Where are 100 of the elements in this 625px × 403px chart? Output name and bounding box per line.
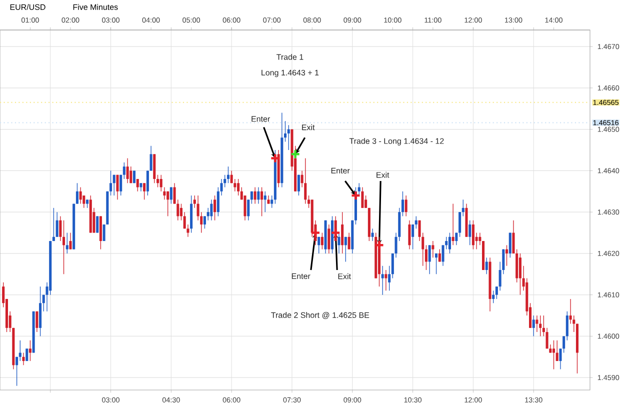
candlestick [206,208,210,221]
annotation: Long 1.4643 + 1 [262,70,319,78]
candlestick [562,336,566,354]
candlestick [412,224,414,250]
candlestick [438,248,441,262]
candlestick [22,352,25,366]
annotation: Enter [331,168,350,174]
point [374,240,384,250]
candlestick [404,195,408,217]
candlestick [384,270,388,292]
candlestick [485,257,488,274]
candlestick [109,170,112,196]
candlestick [388,266,391,292]
candlestick [546,328,548,349]
candlestick [348,232,350,250]
candlestick [18,340,22,362]
candlestick [532,315,535,337]
candlestick [166,191,170,217]
candlestick [304,158,307,204]
candlestick [163,186,166,200]
candlestick [247,199,250,221]
candlestick [69,232,72,250]
annotation: Enter [292,273,310,279]
candlestick [371,228,374,242]
candlestick [468,220,472,246]
annotation: Trade 3 - Long 1.4634 - 12 [349,138,444,146]
candlestick [508,232,512,258]
candlestick [237,178,240,196]
candlestick [116,174,119,200]
candlestick [408,220,411,250]
candlestick [132,170,136,184]
chart-subtitle: Five Minutes [73,4,118,10]
candlestick [320,232,324,250]
candlestick [435,253,438,274]
candlestick [160,174,162,192]
candlestick [458,212,462,238]
candlestick [448,232,451,254]
candlestick [455,232,458,246]
point [330,228,341,238]
candlestick [401,191,404,217]
candlestick [96,216,99,234]
candlestick [556,340,558,362]
candlestick [150,146,152,172]
candlestick [414,216,418,229]
candlestick [146,170,149,196]
candlestick [542,315,545,337]
candlestick [210,199,213,221]
candlestick [180,203,183,221]
candlestick [264,191,266,212]
candlestick [36,311,38,332]
candlestick [328,224,330,254]
candlestick [505,244,508,266]
candlestick [250,191,253,204]
point [350,190,361,201]
candlestick [472,220,474,250]
candlestick [156,174,160,188]
candlestick [66,232,68,254]
candlestick [79,186,82,204]
annotation: Enter [252,116,270,122]
candlestick [424,244,428,270]
candlestick [254,186,256,204]
candlestick [226,166,230,184]
candlestick [452,203,454,246]
candlestick [244,195,246,221]
candlestick [203,216,206,229]
candlestick [270,195,274,208]
candlestick [552,340,556,370]
point [270,153,280,164]
candlestick [512,220,515,254]
candlestick [381,266,384,296]
candlestick [136,178,139,192]
chart-title: EUR/USD [10,4,46,10]
annotation: Exit [376,172,390,178]
candlestick [462,199,464,217]
candlestick [62,220,66,274]
candlestick [170,186,172,204]
annotation: Trade 1 [276,54,304,60]
candlestick [214,195,216,221]
candlestick [234,178,236,192]
candlestick [257,186,260,204]
candlestick [120,174,122,196]
candlestick [76,182,78,204]
candlestick [364,195,368,208]
point [310,228,321,238]
candlestick [432,240,434,258]
candlestick [297,174,300,196]
candlestick [566,311,568,341]
candlestick [287,124,290,150]
candlestick [428,244,431,274]
candlestick [28,340,32,362]
candlestick [539,315,542,337]
candlestick [361,186,364,208]
candlestick [341,212,344,254]
candlestick [112,174,116,196]
candlestick [559,348,562,370]
candlestick [26,348,28,362]
candlestick [122,162,126,180]
candlestick [358,182,360,196]
candlestick [52,208,55,242]
candlestick [344,236,347,262]
